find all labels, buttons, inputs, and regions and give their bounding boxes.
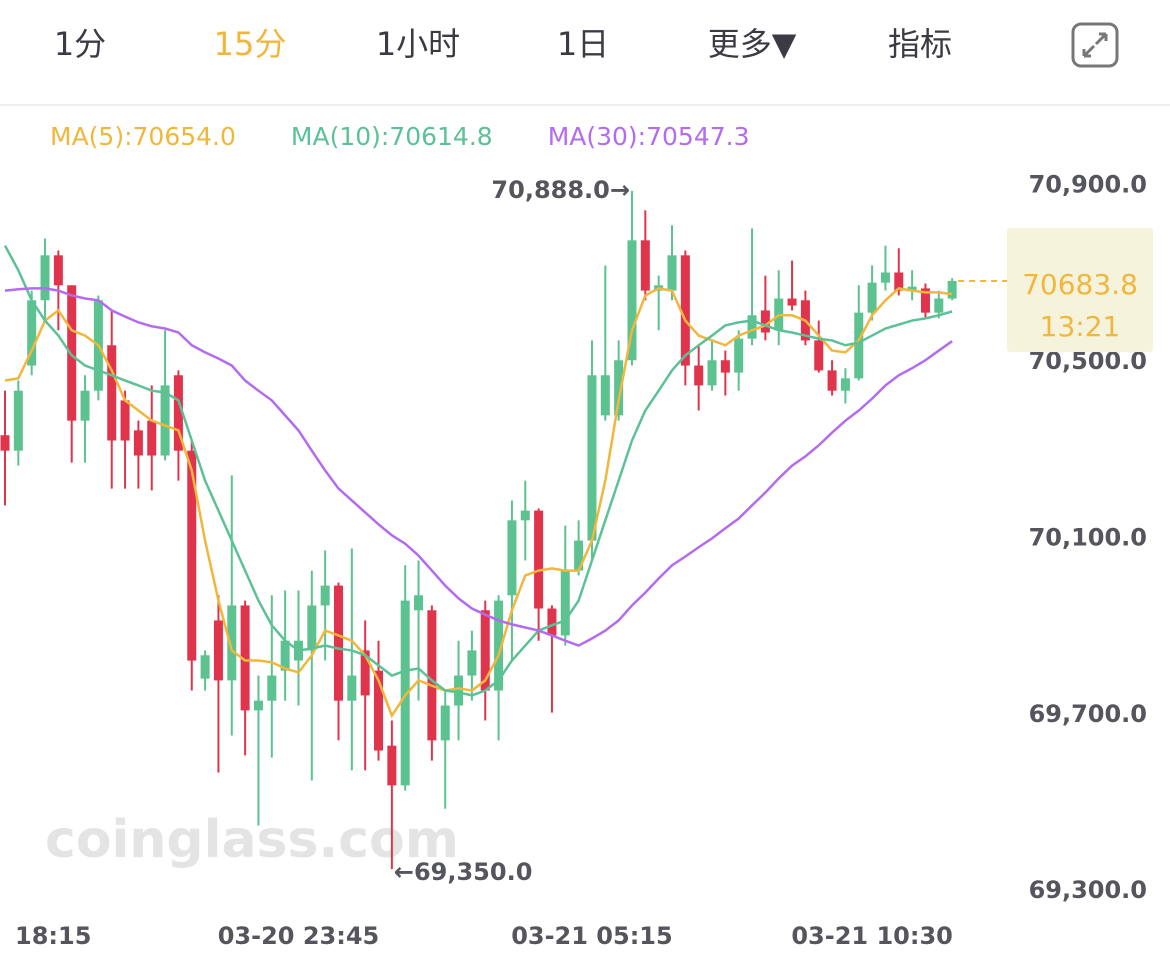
candle-body	[494, 600, 504, 691]
low-label: ←69,350.0	[394, 858, 533, 886]
candle-body	[387, 745, 397, 786]
candle-body	[280, 640, 290, 671]
candle-body	[867, 282, 877, 313]
candle-body	[734, 338, 744, 373]
candle-body	[0, 435, 10, 451]
x-tick-label: 18:15	[15, 922, 91, 950]
candle-body	[720, 360, 730, 373]
candle-body	[240, 605, 250, 711]
candle-body	[600, 375, 610, 416]
candle-body	[267, 675, 277, 701]
candle-body	[27, 300, 37, 366]
timeframe-tab[interactable]: 更多▼	[708, 25, 797, 63]
y-tick-label: 69,300.0	[1029, 876, 1147, 904]
candle-body	[587, 375, 597, 541]
legend-entry: MA(30):70547.3	[548, 122, 750, 151]
candle-body	[334, 585, 343, 701]
candle-body	[253, 700, 263, 711]
candle-body	[787, 298, 797, 306]
last-price: 70683.8	[1022, 268, 1138, 301]
candle-body	[67, 285, 77, 421]
candles	[0, 190, 957, 870]
candle-body	[320, 585, 330, 606]
candle-body	[467, 650, 477, 676]
candle-body	[227, 605, 237, 681]
candle-body	[747, 315, 757, 339]
candle-body	[854, 312, 864, 379]
candle-body	[907, 286, 917, 291]
timeframe-tab[interactable]: 1分	[54, 25, 106, 63]
icon-frame	[1071, 22, 1119, 68]
candle-body	[400, 600, 410, 786]
candle-body	[53, 255, 63, 286]
candle-body	[760, 310, 770, 333]
candle-body	[920, 288, 930, 313]
x-tick-label: 03-20 23:45	[218, 922, 380, 950]
candle-body	[107, 345, 117, 441]
candle-body	[454, 675, 464, 706]
candle-body	[200, 655, 210, 679]
candle-body	[840, 378, 850, 391]
candle-body	[160, 385, 170, 456]
candle-body	[13, 390, 23, 451]
candle-body	[667, 255, 677, 291]
candle-body	[414, 595, 424, 611]
candle-body	[680, 255, 690, 366]
candle-body	[480, 610, 490, 691]
candle-body	[614, 360, 624, 416]
candle-body	[440, 705, 450, 741]
candle-body	[520, 510, 530, 521]
candle-body	[147, 420, 157, 456]
y-tick-label: 70,100.0	[1029, 523, 1147, 551]
candle-body	[534, 510, 544, 609]
candle-body	[173, 375, 183, 451]
candle-body	[627, 240, 637, 361]
legend-entry: MA(5):70654.0	[50, 122, 236, 151]
timeframe-tab[interactable]: 指标	[888, 25, 952, 63]
timeframe-tab[interactable]: 15分	[214, 25, 287, 63]
candle-body	[694, 365, 704, 386]
x-tick-label: 03-21 05:15	[511, 922, 673, 950]
candle-body	[40, 255, 50, 301]
candle-body	[894, 272, 904, 291]
candle-body	[814, 340, 824, 371]
watermark: coinglass.com	[45, 810, 459, 870]
ma-line	[4, 287, 953, 647]
x-tick-label: 03-21 10:30	[791, 922, 953, 950]
candle-body	[547, 608, 557, 636]
candle-body	[80, 390, 90, 421]
last-price-box	[1007, 228, 1153, 352]
candle-body	[507, 520, 517, 596]
candle-body	[187, 450, 197, 661]
candle-body	[360, 650, 370, 696]
y-tick-label: 70,900.0	[1029, 171, 1147, 199]
candle-body	[574, 540, 584, 571]
candle-body	[374, 670, 384, 751]
countdown: 13:21	[1040, 310, 1121, 343]
candle-body	[707, 360, 717, 386]
candle-body	[880, 272, 890, 283]
candle-body	[347, 675, 357, 701]
candle-body	[560, 570, 570, 636]
candle-body	[133, 430, 143, 456]
fullscreen-icon[interactable]	[1071, 22, 1119, 68]
candle-body	[640, 240, 650, 291]
icon-arrows	[1082, 32, 1108, 58]
candle-body	[213, 620, 223, 681]
candle-body	[827, 370, 837, 391]
timeframe-tab[interactable]: 1小时	[376, 25, 460, 63]
y-tick-label: 69,700.0	[1029, 700, 1147, 728]
candle-body	[427, 610, 437, 741]
candle-body	[947, 280, 957, 299]
ma-line	[4, 287, 953, 719]
ma-line	[3, 245, 953, 697]
timeframe-tab[interactable]: 1日	[557, 25, 609, 63]
candle-body	[934, 298, 944, 313]
candle-body	[307, 605, 317, 651]
legend-entry: MA(10):70614.8	[291, 122, 493, 151]
high-label: 70,888.0→	[491, 176, 630, 204]
candle-body	[120, 400, 130, 441]
